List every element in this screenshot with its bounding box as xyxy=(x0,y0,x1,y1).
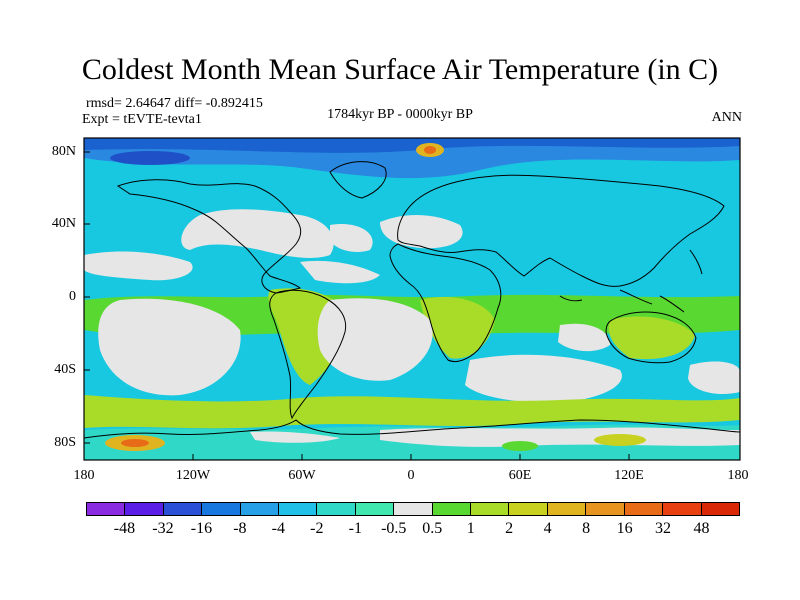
coast-greenland xyxy=(329,161,387,199)
colorbar-swatch xyxy=(432,503,472,515)
lon-label-180e: 180 xyxy=(727,468,749,483)
colorbar-label: 2 xyxy=(505,520,514,537)
colorbar-label: -4 xyxy=(271,520,285,537)
map-frame xyxy=(83,137,741,461)
lon-label-120w: 120W xyxy=(175,468,211,483)
colorbar-label: -48 xyxy=(113,520,136,537)
coast-south-america xyxy=(269,289,347,420)
lon-label-180w: 180 xyxy=(73,468,95,483)
colorbar-swatch xyxy=(663,503,702,515)
colorbar-label: 48 xyxy=(693,520,710,537)
colorbar-swatch xyxy=(87,503,126,515)
lat-label-80n: 80N xyxy=(51,144,76,159)
colorbar-swatch xyxy=(163,503,203,515)
colorbar-label: 0.5 xyxy=(422,520,443,537)
lon-label-120e: 120E xyxy=(614,468,644,483)
colorbar-swatch xyxy=(547,503,587,515)
colorbar-swatch xyxy=(279,503,318,515)
colorbar-swatch xyxy=(317,503,356,515)
lon-label-60w: 60W xyxy=(288,468,316,483)
colorbar-label: -1 xyxy=(348,520,362,537)
lon-label-60e: 60E xyxy=(508,468,532,483)
lat-label-40s: 40S xyxy=(54,362,76,377)
colorbar-label: -2 xyxy=(310,520,324,537)
colorbar-swatch xyxy=(240,503,280,515)
coast-asia-islands xyxy=(559,249,703,313)
season-label: ANN xyxy=(711,110,742,125)
coast-antarctica xyxy=(84,419,740,439)
colorbar-swatch xyxy=(586,503,625,515)
colorbar-label: -16 xyxy=(190,520,213,537)
colorbar-label: -0.5 xyxy=(381,520,407,537)
coast-australia xyxy=(605,311,697,364)
coastlines xyxy=(84,161,740,439)
lon-label-0: 0 xyxy=(407,468,415,483)
period-label: 1784kyr BP - 0000kyr BP xyxy=(327,107,473,122)
stats-line: rmsd= 2.64647 diff= -0.892415 xyxy=(86,96,263,111)
colorbar-swatch xyxy=(125,503,164,515)
map-title: Coldest Month Mean Surface Air Temperatu… xyxy=(81,53,719,86)
colorbar-label: 4 xyxy=(543,520,552,537)
colorbar-swatch xyxy=(202,503,241,515)
lat-label-0: 0 xyxy=(69,289,76,304)
colorbar-swatch xyxy=(355,503,395,515)
lat-label-80s: 80S xyxy=(54,435,76,450)
map-ticks xyxy=(83,151,741,460)
colorbar xyxy=(86,502,740,516)
colorbar-swatch xyxy=(701,503,739,515)
anomaly-field xyxy=(84,138,740,460)
lat-label-40n: 40N xyxy=(51,216,76,231)
colorbar-label: 8 xyxy=(582,520,591,537)
colorbar-swatch xyxy=(394,503,433,515)
experiment-label: Expt = tEVTE-tevta1 xyxy=(82,112,202,127)
coast-africa xyxy=(389,243,502,363)
colorbar-label: 16 xyxy=(616,520,633,537)
colorbar-label: 32 xyxy=(655,520,672,537)
colorbar-label: 1 xyxy=(466,520,475,537)
coast-europe-asia xyxy=(397,174,725,287)
colorbar-swatch xyxy=(509,503,548,515)
colorbar-swatch xyxy=(624,503,664,515)
colorbar-label: -8 xyxy=(233,520,247,537)
colorbar-label: -32 xyxy=(152,520,174,537)
colorbar-swatch xyxy=(471,503,510,515)
